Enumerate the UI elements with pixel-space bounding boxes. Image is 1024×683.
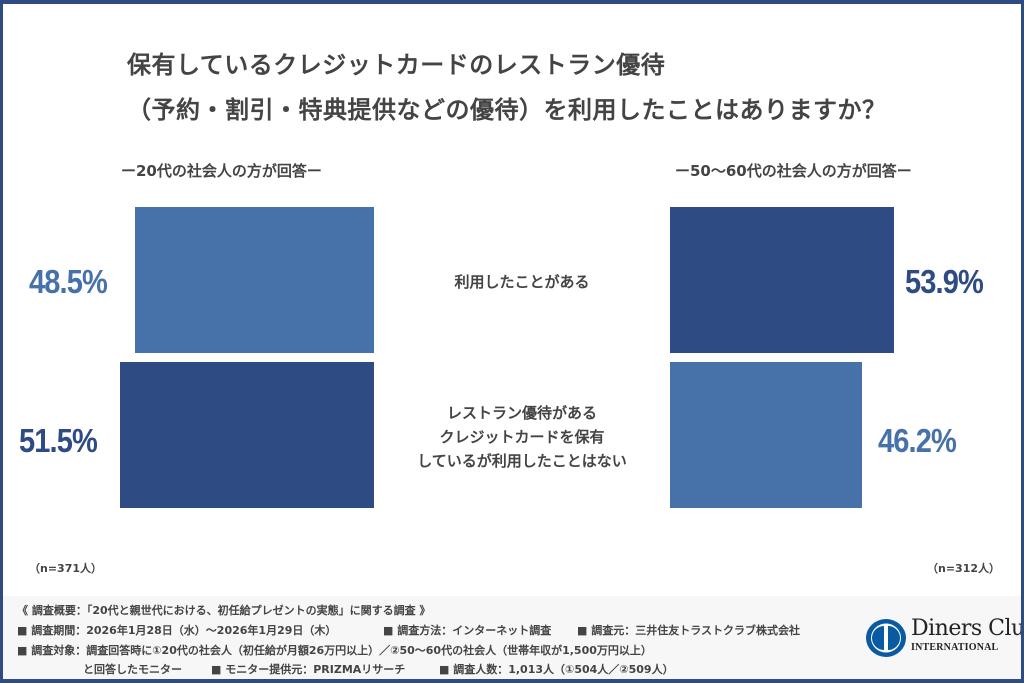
category-not-used-line1: レストラン優待がある	[446, 404, 597, 422]
right-bar-used	[670, 207, 894, 353]
logo-subtitle: INTERNATIONAL	[911, 642, 999, 653]
right-bar-not-used	[670, 362, 862, 508]
right-sample-size: （n=312人）	[927, 562, 1001, 575]
left-bar-not-used	[120, 362, 374, 508]
left-sample-size: （n=371人）	[29, 562, 103, 575]
survey-target-cont: と回答したモニター	[83, 663, 182, 676]
category-used-label: 利用したことがある	[374, 270, 670, 294]
right-used-value: 53.9%	[905, 263, 984, 300]
category-used-text: 利用したことがある	[454, 273, 590, 291]
logo-name: Diners Club	[911, 616, 1021, 641]
left-group-label: ー20代の社会人の方が回答ー	[121, 162, 322, 180]
chart-frame: 保有しているクレジットカードのレストラン優待 （予約・割引・特典提供などの優待）…	[3, 4, 1021, 679]
chart-title-line2: （予約・割引・特典提供などの優待）を利用したことはありますか？	[127, 96, 887, 124]
survey-source: ■ 調査元：三井住友トラストクラブ株式会社	[577, 624, 801, 637]
diners-club-logo: Diners Club INTERNATIONAL	[865, 616, 1021, 660]
survey-count: ■ 調査人数：1,013人（①504人／②509人）	[439, 663, 674, 676]
left-not-used-value: 51.5%	[19, 422, 98, 459]
right-group-label: ー50～60代の社会人の方が回答ー	[675, 162, 912, 180]
category-not-used-line3: しているが利用したことはない	[417, 452, 627, 470]
monitor-provider: ■ モニター提供元：PRIZMAリサーチ	[211, 663, 406, 676]
right-not-used-value: 46.2%	[878, 422, 957, 459]
survey-method: ■ 調査方法：インターネット調査	[383, 624, 552, 637]
survey-footer: 《 調査概要：「20代と親世代における、初任給プレゼントの実態」に関する調査 》…	[3, 596, 1021, 679]
survey-overview: 《 調査概要：「20代と親世代における、初任給プレゼントの実態」に関する調査 》	[17, 604, 431, 617]
left-used-value: 48.5%	[29, 263, 108, 300]
category-not-used-line2: クレジットカードを保有	[439, 428, 605, 446]
survey-period: ■ 調査期間：2026年1月28日（水）～2026年1月29日（木）	[17, 624, 337, 637]
diners-club-emblem-icon	[866, 619, 906, 657]
survey-target: ■ 調査対象：調査回答時に①20代の社会人（初任給が月額26万円以上）／②50～…	[17, 644, 652, 657]
left-bar-used	[135, 207, 374, 353]
chart-title-line1: 保有しているクレジットカードのレストラン優待	[127, 51, 666, 79]
category-not-used-label: レストラン優待がある クレジットカードを保有 しているが利用したことはない	[374, 401, 670, 473]
